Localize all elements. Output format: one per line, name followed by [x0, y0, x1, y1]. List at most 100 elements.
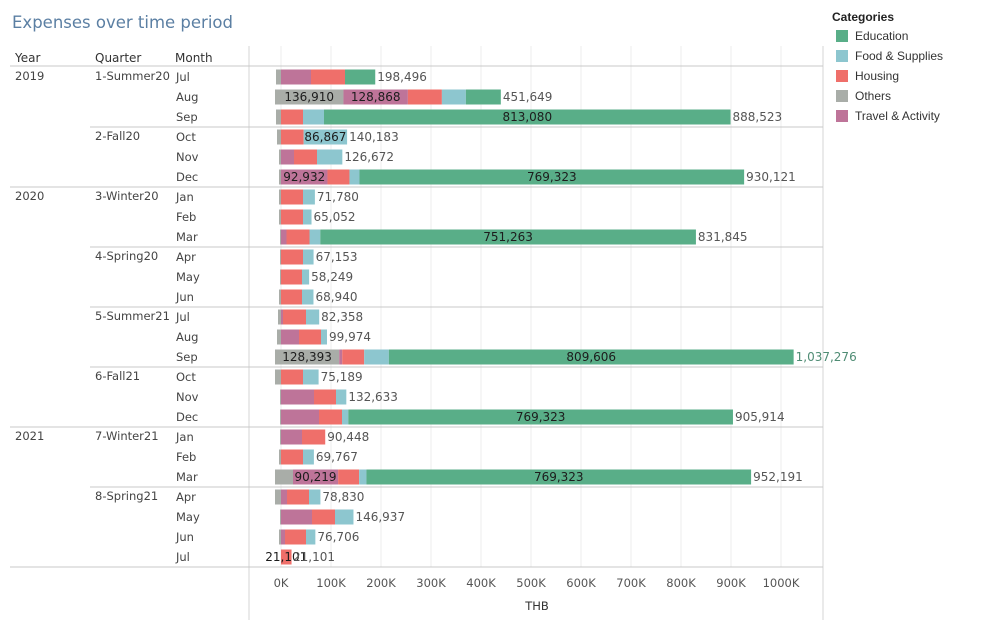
quarter-header: Quarter	[95, 51, 142, 65]
bar-segment-food-supplies	[303, 209, 312, 225]
total-value-label: 952,191	[753, 470, 803, 484]
year-label: 2021	[15, 429, 45, 443]
bar-segment-food-supplies	[349, 169, 360, 185]
bar-segment-travel-activity	[281, 429, 302, 445]
month-label: Apr	[176, 250, 196, 264]
bar-segment-housing	[314, 389, 336, 405]
bar-segment-travel-activity	[281, 509, 312, 525]
x-tick-label: 0K	[274, 576, 289, 590]
bar-segment-food-supplies	[303, 249, 314, 265]
segment-value-label: 769,323	[516, 410, 566, 424]
bar-segment-housing	[281, 549, 292, 565]
month-label: Sep	[176, 110, 198, 124]
bar-segment-education	[366, 469, 752, 485]
month-label: Dec	[176, 410, 199, 424]
bar-segment-food-supplies	[364, 349, 389, 365]
bar-segment-housing	[342, 349, 365, 365]
quarter-label: 6-Fall21	[95, 369, 141, 383]
legend-swatch-education	[836, 30, 848, 42]
segment-value-label: 751,263	[483, 230, 533, 244]
bar-segment-housing	[302, 429, 326, 445]
bar-row: 90,448	[280, 429, 369, 445]
bar-segment-food-supplies	[441, 89, 466, 105]
segment-value-label: 92,932	[283, 170, 325, 184]
month-label: Jan	[176, 190, 194, 204]
bar-row: 90,219 769,323 952,191	[275, 469, 803, 485]
bar-segment-others	[279, 209, 281, 225]
total-value-label: 146,937	[355, 510, 405, 524]
bar-row: 68,940	[279, 289, 357, 305]
bar-segment-education	[324, 109, 731, 125]
legend-swatch-food-supplies	[836, 50, 848, 62]
month-label: Jun	[176, 290, 194, 304]
total-value-label: 69,767	[316, 450, 358, 464]
segment-value-label: 86,867	[304, 130, 346, 144]
total-value-label: 451,649	[503, 90, 553, 104]
legend-label-others: Others	[855, 89, 892, 103]
bar-segment-travel-activity	[281, 149, 294, 165]
x-tick-label: 500K	[516, 576, 546, 590]
total-value-label: 65,052	[314, 210, 356, 224]
bar-row: 92,932 769,323 930,121	[279, 169, 796, 185]
bar-segment-housing	[285, 529, 306, 545]
year-label: 2019	[15, 69, 45, 83]
bar-segment-education	[348, 409, 733, 425]
bar-segment-travel-activity	[343, 89, 408, 105]
total-value-label: 76,706	[317, 530, 359, 544]
bar-segment-others	[275, 89, 344, 105]
month-label: Jul	[176, 310, 190, 324]
bar-segment-housing	[407, 89, 442, 105]
bar-segment-education	[320, 229, 696, 245]
total-value-label: 67,153	[316, 250, 358, 264]
bar-segment-food-supplies	[303, 129, 348, 145]
bar-segment-others	[280, 409, 281, 425]
bar-segment-travel-activity	[281, 529, 285, 545]
bar-segment-travel-activity	[281, 409, 319, 425]
x-tick-label: 300K	[416, 576, 446, 590]
bar-segment-housing	[319, 409, 342, 425]
chart-title: Expenses over time period	[12, 13, 233, 32]
total-value-label: 132,633	[348, 390, 398, 404]
month-label: May	[176, 270, 200, 284]
bar-segment-travel-activity	[281, 169, 328, 185]
segment-value-label: 128,868	[351, 90, 401, 104]
month-label: Jan	[176, 430, 194, 444]
total-value-label: 68,940	[315, 290, 357, 304]
month-label: Jun	[176, 530, 194, 544]
x-tick-label: 400K	[466, 576, 496, 590]
month-label: Feb	[176, 210, 197, 224]
bar-row: 146,937	[280, 509, 405, 525]
total-value-label: 90,448	[327, 430, 369, 444]
segment-value-label: 813,080	[502, 110, 552, 124]
bar-segment-others	[279, 529, 281, 545]
bar-segment-housing	[281, 189, 303, 205]
x-tick-label: 700K	[616, 576, 646, 590]
total-value-label: 21,101	[293, 550, 335, 564]
month-label: Feb	[176, 450, 197, 464]
total-value-label: 71,780	[317, 190, 359, 204]
bar-segment-food-supplies	[303, 189, 315, 205]
bar-segment-housing	[286, 229, 310, 245]
bar-segment-food-supplies	[302, 289, 314, 305]
bar-segment-others	[278, 309, 281, 325]
x-tick-label: 100K	[316, 576, 346, 590]
segment-value-label: 90,219	[295, 470, 337, 484]
legend-label-travel-activity: Travel & Activity	[855, 109, 940, 123]
legend-label-housing: Housing	[855, 69, 900, 83]
quarter-label: 1-Summer20	[95, 69, 170, 83]
x-tick-label: 800K	[666, 576, 696, 590]
bar-segment-others	[280, 249, 281, 265]
bar-segment-travel-activity	[281, 489, 287, 505]
quarter-label: 2-Fall20	[95, 129, 141, 143]
month-label: Sep	[176, 350, 198, 364]
legend-label-education: Education	[855, 29, 909, 43]
bar-segment-food-supplies	[306, 529, 316, 545]
bar-segment-housing	[281, 129, 304, 145]
bar-segment-housing	[287, 489, 309, 505]
bar-segment-others	[280, 429, 281, 445]
month-header: Month	[175, 51, 213, 65]
bar-segment-food-supplies	[342, 409, 349, 425]
bar-segment-housing	[294, 149, 317, 165]
bar-segment-others	[275, 349, 340, 365]
